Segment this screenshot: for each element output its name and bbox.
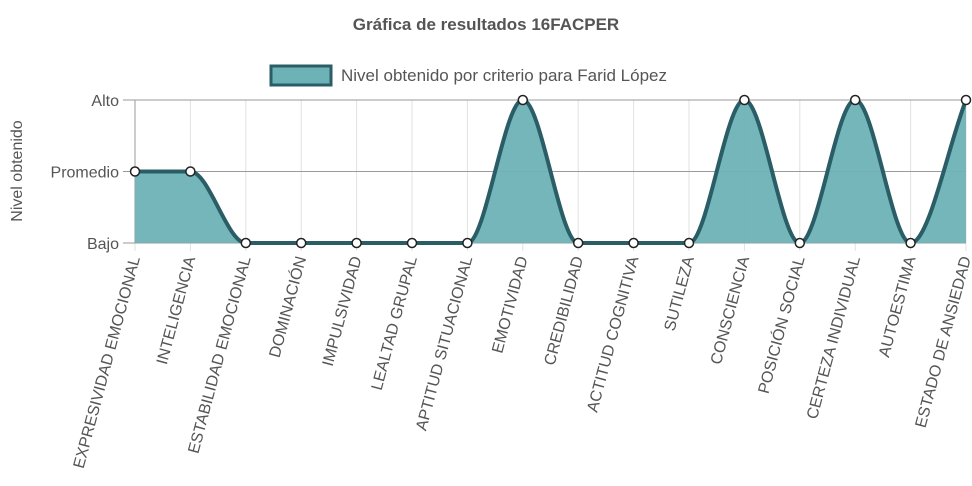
x-tick-label: CERTEZA INDIVIDUAL — [804, 255, 864, 422]
data-point[interactable] — [295, 237, 307, 249]
y-axis-label: Nivel obtenido — [9, 120, 26, 222]
y-tick-label: Alto — [91, 93, 119, 110]
data-point[interactable] — [351, 237, 362, 249]
data-point[interactable] — [185, 166, 196, 177]
x-tick-label: INTELIGENCIA — [154, 254, 199, 366]
data-point[interactable] — [739, 94, 750, 106]
data-point[interactable] — [794, 237, 806, 249]
data-point[interactable] — [406, 237, 418, 249]
x-tick-label: ACTITUD COGNITIVA — [584, 254, 642, 414]
data-point[interactable] — [572, 237, 584, 249]
data-point[interactable] — [129, 166, 141, 177]
x-tick-label: CONSCIENCIA — [708, 254, 753, 366]
data-point[interactable] — [240, 237, 252, 249]
legend-label[interactable]: Nivel obtenido por criterio para Farid L… — [341, 66, 667, 85]
x-tick-label: AUTOESTIMA — [876, 254, 919, 359]
x-axis-ticks: EXPRESIVIDAD EMOCIONAL INTELIGENCIAESTABI… — [71, 254, 972, 470]
x-tick-label: IMPULSIVIDAD — [320, 255, 366, 368]
data-point[interactable] — [960, 94, 972, 106]
x-tick-label: SUTILEZA — [662, 254, 698, 333]
y-tick-label: Promedio — [51, 165, 120, 182]
data-point[interactable] — [849, 94, 861, 106]
data-point[interactable] — [628, 237, 639, 249]
y-axis-ticks: Bajo Promedio Alto — [51, 93, 120, 253]
data-point[interactable] — [683, 237, 695, 249]
legend[interactable]: Nivel obtenido por criterio para Farid L… — [269, 64, 667, 87]
data-point[interactable] — [905, 237, 916, 249]
x-tick-label: EMOTIVIDAD — [489, 255, 531, 356]
chart-title: Gráfica de resultados 16FACPER — [353, 15, 619, 34]
x-tick-label: ESTADO DE ANSIEDAD — [913, 255, 972, 430]
x-tick-label: EXPRESIVIDAD EMOCIONAL — [71, 255, 144, 471]
points-layer — [129, 94, 972, 249]
x-tick-label: POSICIÓN SOCIAL — [754, 254, 809, 396]
legend-swatch[interactable] — [269, 64, 333, 87]
x-tick-label: APTITUD SITUACIONAL — [413, 255, 476, 433]
y-tick-label: Bajo — [87, 236, 119, 253]
x-tick-label: CREDIBILIDAD — [542, 255, 587, 368]
x-tick-label: ESTABILIDAD EMOCIONAL — [186, 255, 255, 456]
data-point[interactable] — [517, 94, 529, 106]
x-tick-label: DOMINACIÓN — [265, 254, 310, 359]
x-tick-label: LEALTAD GRUPAL — [369, 255, 421, 393]
data-point[interactable] — [462, 237, 473, 249]
